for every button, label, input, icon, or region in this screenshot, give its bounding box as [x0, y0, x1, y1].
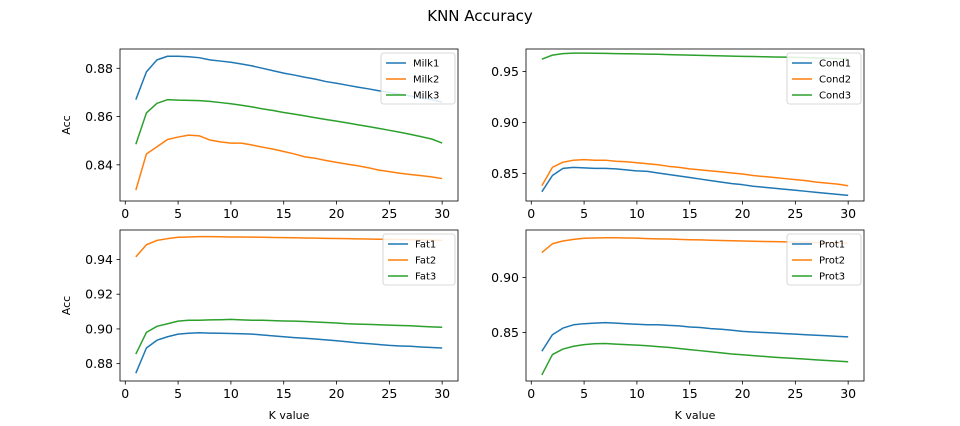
- series-line-fat3: [135, 318, 443, 355]
- y-tick-label: 0.90: [85, 321, 113, 336]
- legend-label-milk3: Milk3: [413, 91, 439, 102]
- subplots: 0 5 10 15 20 25 300.840.860.88AccMilk1Milk2Mil…: [60, 48, 865, 422]
- subplot-2: 0 5 10 15 20 25 30 0.85 0.90 0.95 Cond1 Cond2 Cond3: [491, 48, 865, 221]
- subplot-4: 0 5 10 15 20 25 300.850.90K valueProt1Prot2Pro…: [491, 229, 865, 422]
- x-tick-label: 25: [381, 206, 397, 221]
- x-tick-label: 10: [223, 206, 239, 221]
- axes-frame: [119, 229, 459, 382]
- y-tick-label: 0.94: [85, 252, 113, 267]
- x-tick-label: 5: [580, 206, 588, 221]
- x-tick-label: 5: [174, 386, 182, 401]
- series-line-prot1: [541, 321, 849, 352]
- x-tick-label: 10: [223, 386, 239, 401]
- x-tick-label: 30: [840, 386, 856, 401]
- x-tick-label: 0: [527, 206, 535, 221]
- series-line-milk2: [135, 134, 443, 191]
- figure-title: KNN Accuracy: [427, 7, 533, 25]
- x-axis-label: K value: [269, 409, 310, 422]
- legend-box: [786, 233, 862, 286]
- legend-label-prot1: Prot1: [819, 240, 845, 251]
- x-tick-label: 15: [276, 206, 292, 221]
- legend-box: [380, 52, 456, 105]
- x-tick-label: 20: [735, 206, 751, 221]
- y-tick-label: 0.88: [85, 356, 113, 371]
- y-tick-label: 0.85: [491, 166, 519, 181]
- series-line-fat1: [135, 332, 443, 374]
- legend-label-prot2: Prot2: [819, 256, 845, 267]
- legend: Milk1 Milk2 Milk3: [380, 52, 456, 105]
- y-tick-label: 0.95: [491, 64, 519, 79]
- x-axis-label: K value: [675, 409, 716, 422]
- x-tick-label: 5: [580, 386, 588, 401]
- subplot-3: 0 5 10 15 20 25 30 0.88 0.90 0.92 0.94 Acc K value Fa…: [60, 229, 459, 422]
- x-tick-label: 25: [787, 206, 803, 221]
- x-tick-label: 15: [276, 386, 292, 401]
- x-tick-label: 5: [174, 206, 182, 221]
- series-line-cond2: [541, 158, 849, 187]
- x-tick-label: 15: [682, 206, 698, 221]
- x-tick-label: 10: [629, 386, 645, 401]
- x-tick-label: 25: [787, 386, 803, 401]
- y-tick-label: 0.92: [85, 287, 113, 302]
- legend-label-prot3: Prot3: [819, 272, 845, 283]
- legend-label-cond3: Cond3: [819, 91, 851, 102]
- x-tick-label: 0: [527, 386, 535, 401]
- legend-label-cond2: Cond2: [819, 75, 851, 86]
- y-tick-label: 0.90: [491, 115, 519, 130]
- y-tick-label: 0.86: [85, 109, 113, 124]
- axes-frame: [525, 48, 865, 202]
- y-tick-label: 0.84: [85, 157, 113, 172]
- legend-label-fat2: Fat2: [415, 256, 436, 267]
- subplot-1: 0 5 10 15 20 25 300.840.860.88AccMilk1Milk2Mil…: [60, 48, 459, 221]
- x-tick-label: 0: [121, 206, 129, 221]
- series-line-prot3: [541, 342, 849, 376]
- y-axis-label: Acc: [60, 296, 73, 315]
- x-tick-label: 30: [434, 206, 450, 221]
- legend-label-fat1: Fat1: [415, 240, 436, 251]
- legend-box: [382, 233, 456, 286]
- legend-label-cond1: Cond1: [819, 59, 851, 70]
- x-tick-label: 0: [121, 386, 129, 401]
- x-tick-label: 20: [735, 386, 751, 401]
- x-tick-label: 20: [329, 386, 345, 401]
- y-tick-label: 0.88: [85, 61, 113, 76]
- y-tick-label: 0.90: [491, 270, 519, 285]
- series-line-milk3: [135, 98, 443, 145]
- axes-frame: [119, 48, 459, 202]
- series-line-cond1: [541, 166, 849, 197]
- x-tick-label: 30: [434, 386, 450, 401]
- legend-label-fat3: Fat3: [415, 272, 436, 283]
- x-tick-label: 20: [329, 206, 345, 221]
- axes-frame: [525, 229, 865, 382]
- legend: Prot1 Prot2 Prot3: [786, 233, 862, 286]
- x-tick-label: 25: [381, 386, 397, 401]
- x-tick-label: 30: [840, 206, 856, 221]
- legend: Fat1 Fat2 Fat3: [382, 233, 456, 286]
- y-axis-label: Acc: [60, 115, 73, 134]
- x-tick-label: 10: [629, 206, 645, 221]
- legend-box: [786, 52, 862, 105]
- legend-label-milk1: Milk1: [413, 59, 439, 70]
- legend-label-milk2: Milk2: [413, 75, 439, 86]
- x-tick-label: 15: [682, 386, 698, 401]
- legend: Cond1 Cond2 Cond3: [786, 52, 862, 105]
- y-tick-label: 0.85: [491, 325, 519, 340]
